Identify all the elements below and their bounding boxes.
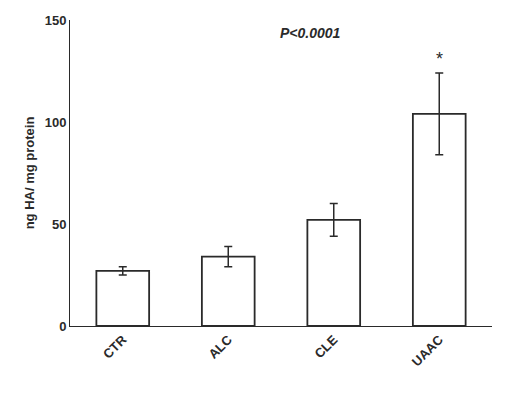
svg-text:50: 50 [52, 217, 66, 232]
svg-text:0: 0 [59, 319, 66, 334]
svg-text:P<0.0001: P<0.0001 [280, 25, 341, 41]
svg-text:100: 100 [45, 115, 67, 130]
svg-text:CLE: CLE [311, 332, 340, 361]
svg-text:ALC: ALC [205, 332, 235, 362]
svg-text:ng HA/ mg protein: ng HA/ mg protein [22, 117, 37, 230]
svg-text:150: 150 [45, 13, 67, 28]
svg-text:UAAC: UAAC [409, 332, 447, 370]
svg-text:CTR: CTR [100, 332, 130, 362]
svg-text:*: * [436, 49, 443, 69]
